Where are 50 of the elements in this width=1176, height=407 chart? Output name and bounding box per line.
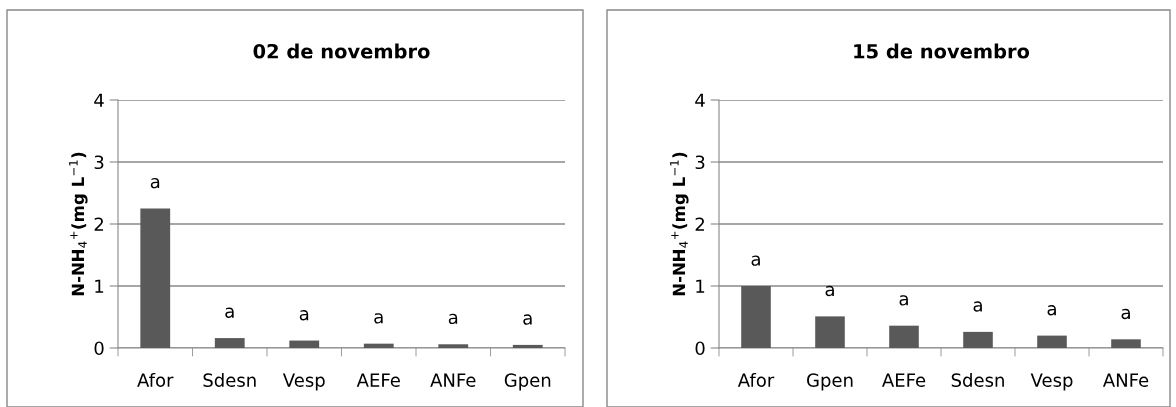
data-label: a — [150, 177, 160, 189]
data-label: a — [1047, 305, 1056, 316]
data-label: a — [299, 310, 309, 321]
data-label: a — [374, 313, 383, 324]
data-label: a — [825, 285, 834, 297]
bar — [363, 343, 394, 348]
y-tick-label: 2 — [94, 217, 103, 231]
x-tick-label: Gpen — [504, 373, 551, 391]
x-tick-label: Afor — [737, 373, 775, 387]
y-tick-label: 4 — [695, 93, 705, 107]
y-tick-label: 0 — [695, 341, 705, 356]
bar — [963, 331, 993, 348]
data-label: a — [973, 301, 982, 312]
data-label: a — [751, 255, 760, 266]
x-tick-label: ANFe — [1102, 373, 1149, 387]
bar — [1037, 335, 1067, 348]
y-axis-title: N-NH$_{4}$$^{+}$(mg L$^{−1}$) — [670, 152, 689, 296]
y-tick-label: 1 — [696, 279, 705, 293]
data-label: a — [1121, 308, 1130, 320]
chart-title: 15 de novembro — [854, 43, 1030, 59]
data-label: a — [448, 313, 458, 325]
bar — [140, 208, 171, 348]
data-label: a — [523, 314, 532, 325]
x-tick-label: AEFe — [356, 373, 400, 387]
x-tick-label: Afor — [137, 373, 174, 387]
x-tick-label: Vesp — [282, 373, 325, 391]
x-tick-label: Sdesn — [951, 373, 1004, 387]
x-tick-label: ANFe — [430, 373, 476, 387]
data-label: a — [899, 295, 908, 306]
y-tick-label: 1 — [95, 279, 104, 293]
bar — [889, 325, 919, 348]
data-label: a — [225, 307, 234, 318]
bar — [815, 316, 845, 348]
bar — [438, 344, 469, 348]
y-tick-label: 3 — [695, 155, 705, 170]
y-axis-title: N-NH$_{4}$$^{+}$(mg L$^{−1}$) — [69, 152, 88, 296]
y-tick-label: 2 — [695, 217, 704, 231]
chart-title: 02 de novembro — [253, 43, 430, 59]
bar — [741, 286, 771, 348]
y-tick-label: 4 — [94, 93, 104, 107]
x-tick-label: Vesp — [1030, 373, 1073, 391]
x-tick-label: Gpen — [807, 373, 853, 391]
bar — [214, 338, 245, 348]
y-tick-label: 3 — [94, 155, 104, 170]
bar — [1111, 339, 1141, 348]
bar — [512, 344, 543, 348]
x-tick-label: Sdesn — [203, 373, 256, 387]
y-tick-label: 0 — [94, 341, 104, 356]
bar — [289, 340, 320, 348]
x-tick-label: AEFe — [882, 373, 926, 387]
